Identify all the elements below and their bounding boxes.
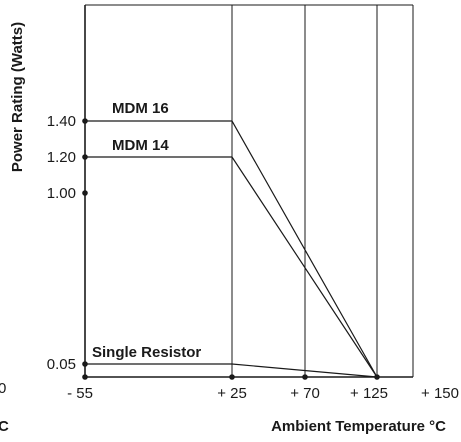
y-tick-dot-3 (82, 118, 88, 124)
series-line-0 (85, 120, 378, 378)
y-tick-label-1: 1.00 (47, 185, 76, 202)
x-tick-label-3: + 125 (350, 385, 388, 402)
x-tick-label-4: + 150 (421, 385, 459, 402)
grid-lines (84, 4, 414, 378)
x-axis-title: Ambient Temperature °C (271, 418, 446, 435)
series-label-mdm14: MDM 14 (112, 137, 169, 154)
partial-unit-label: C (0, 418, 9, 435)
x-tick-dot-3 (374, 374, 380, 380)
y-tick-label-3: 1.40 (47, 113, 76, 130)
x-tick-dot-0 (82, 374, 88, 380)
series-label-mdm16: MDM 16 (112, 100, 169, 117)
series-line-1 (85, 156, 378, 378)
y-tick-dot-1 (82, 190, 88, 196)
series-lines (85, 120, 378, 378)
x-tick-label-1: + 25 (217, 385, 247, 402)
y-tick-label-2: 1.20 (47, 149, 76, 166)
series-line-2 (85, 363, 378, 378)
partial-tick-label: 0 (0, 380, 6, 397)
y-tick-label-0: 0.05 (47, 356, 76, 373)
x-tick-dot-1 (229, 374, 235, 380)
y-tick-dot-2 (82, 154, 88, 160)
x-tick-label-2: + 70 (290, 385, 320, 402)
y-axis-title: Power Rating (Watts) (9, 22, 26, 172)
x-tick-dot-2 (302, 374, 308, 380)
tick-labels: 0.05 1.00 1.20 1.40 - 55 + 25 + 70 + 125 + 150 (47, 113, 459, 402)
y-tick-dot-0 (82, 361, 88, 367)
x-tick-label-0: - 55 (67, 385, 93, 402)
series-label-single-resistor: Single Resistor (92, 344, 201, 361)
